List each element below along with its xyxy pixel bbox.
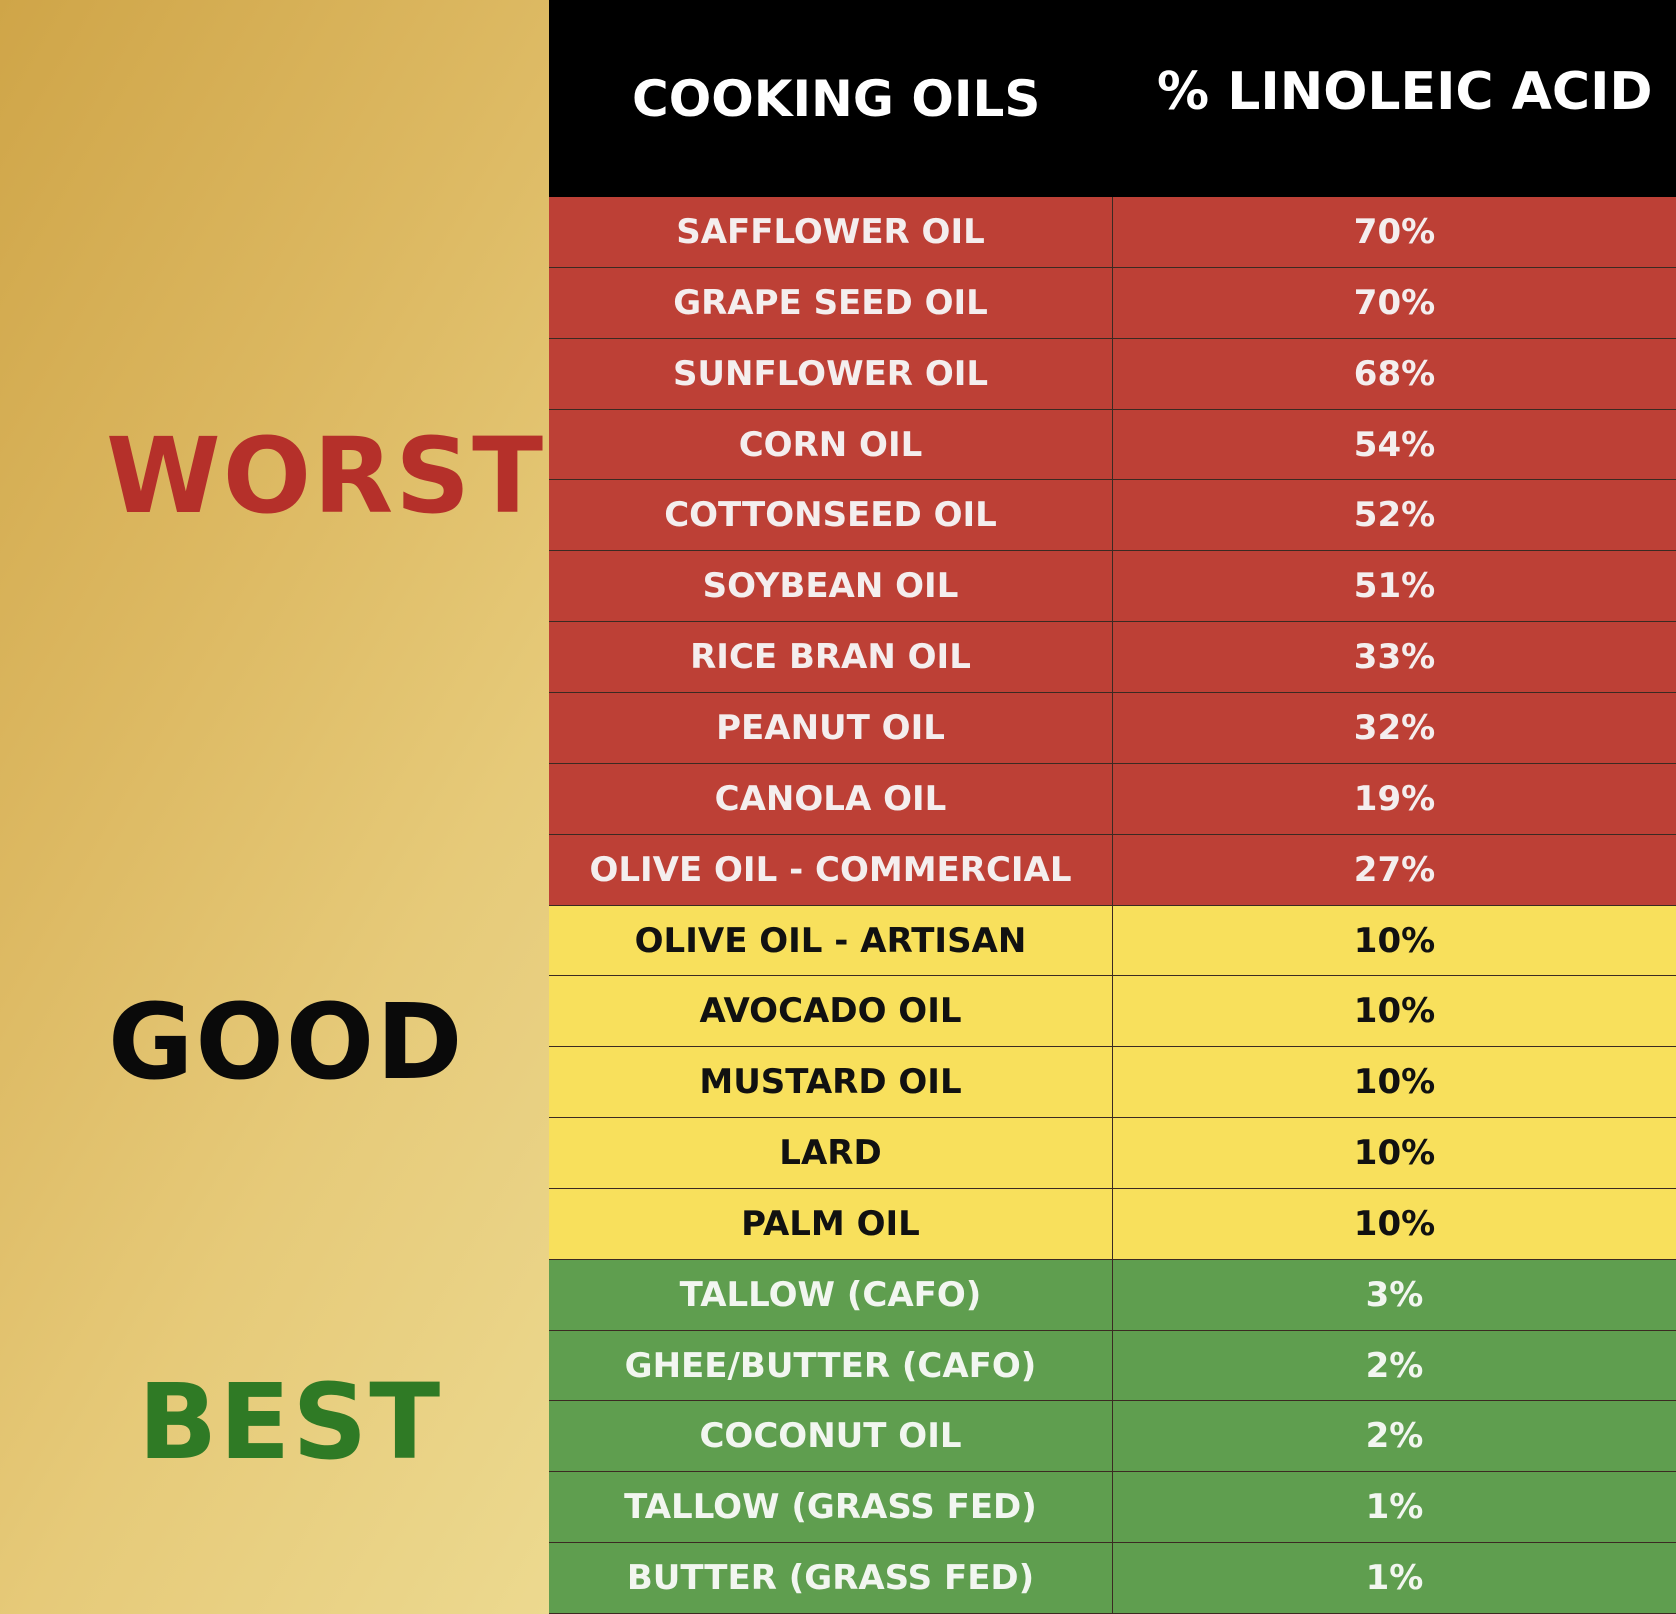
oil-name-cell: MUSTARD OIL [549,1047,1113,1117]
tier-label-worst: WORST [106,415,546,537]
table-header: COOKING OILS % LINOLEIC ACID [549,0,1676,197]
column-header-cooking-oils: COOKING OILS [632,70,1041,128]
linoleic-percent-cell: 3% [1365,1275,1424,1315]
linoleic-percent-cell: 54% [1353,425,1436,465]
linoleic-percent-cell: 70% [1353,212,1436,252]
table-row: GHEE/BUTTER (CAFO) 2% [549,1331,1676,1401]
oil-name-cell: AVOCADO OIL [549,976,1113,1046]
linoleic-percent-cell: 10% [1353,1133,1436,1173]
oil-name-cell: SOYBEAN OIL [549,551,1113,621]
table-row: MUSTARD OIL 10% [549,1047,1676,1118]
oil-name-cell: COTTONSEED OIL [549,480,1113,550]
table-row: PEANUT OIL 32% [549,693,1676,764]
tier-label-good: GOOD [108,981,465,1103]
oil-name-cell: OLIVE OIL - COMMERCIAL [549,835,1113,905]
linoleic-percent-cell: 1% [1365,1558,1424,1598]
table-row: AVOCADO OIL 10% [549,976,1676,1047]
linoleic-percent-cell: 19% [1353,779,1436,819]
oil-name-cell: PEANUT OIL [549,693,1113,763]
oil-name-cell: OLIVE OIL - ARTISAN [549,906,1113,976]
table-row: COCONUT OIL 2% [549,1401,1676,1472]
table-row: SAFFLOWER OIL 70% [549,197,1676,268]
table-row: TALLOW (GRASS FED) 1% [549,1472,1676,1543]
column-header-linoleic-acid: % LINOLEIC ACID [1157,62,1653,122]
linoleic-percent-cell: 52% [1353,495,1436,535]
table-row: GRAPE SEED OIL 70% [549,268,1676,339]
table-row: PALM OIL 10% [549,1189,1676,1260]
table-row: RICE BRAN OIL 33% [549,622,1676,693]
linoleic-percent-cell: 51% [1353,566,1436,606]
table-row: OLIVE OIL - COMMERCIAL 27% [549,835,1676,906]
linoleic-percent-cell: 10% [1353,1204,1436,1244]
oil-name-cell: SUNFLOWER OIL [549,339,1113,409]
table-row: SOYBEAN OIL 51% [549,551,1676,622]
tier-label-panel: WORST GOOD BEST [0,0,549,1614]
linoleic-percent-cell: 32% [1353,708,1436,748]
linoleic-percent-cell: 1% [1365,1487,1424,1527]
oil-name-cell: TALLOW (GRASS FED) [549,1472,1113,1542]
linoleic-percent-cell: 10% [1353,921,1436,961]
oil-name-cell: CANOLA OIL [549,764,1113,834]
linoleic-percent-cell: 2% [1365,1416,1424,1456]
oil-name-cell: CORN OIL [549,410,1113,480]
linoleic-percent-cell: 10% [1353,1062,1436,1102]
oil-name-cell: RICE BRAN OIL [549,622,1113,692]
table-row: SUNFLOWER OIL 68% [549,339,1676,410]
oil-name-cell: BUTTER (GRASS FED) [549,1543,1113,1613]
linoleic-percent-cell: 2% [1365,1346,1424,1386]
oil-name-cell: PALM OIL [549,1189,1113,1259]
oils-table: COOKING OILS % LINOLEIC ACID SAFFLOWER O… [549,0,1676,1614]
linoleic-percent-cell: 27% [1353,850,1436,890]
oil-name-cell: GHEE/BUTTER (CAFO) [549,1331,1113,1401]
linoleic-percent-cell: 10% [1353,991,1436,1031]
linoleic-percent-cell: 33% [1353,637,1436,677]
table-row: CANOLA OIL 19% [549,764,1676,835]
table-row: BUTTER (GRASS FED) 1% [549,1543,1676,1614]
tier-label-best: BEST [138,1361,443,1483]
linoleic-percent-cell: 70% [1353,283,1436,323]
linoleic-percent-cell: 68% [1353,354,1436,394]
oil-name-cell: LARD [549,1118,1113,1188]
oil-name-cell: TALLOW (CAFO) [549,1260,1113,1330]
oil-name-cell: COCONUT OIL [549,1401,1113,1471]
table-row: CORN OIL 54% [549,410,1676,480]
table-row: LARD 10% [549,1118,1676,1189]
table-row: COTTONSEED OIL 52% [549,480,1676,551]
oil-name-cell: GRAPE SEED OIL [549,268,1113,338]
table-row: TALLOW (CAFO) 3% [549,1260,1676,1331]
oil-name-cell: SAFFLOWER OIL [549,197,1113,267]
table-row: OLIVE OIL - ARTISAN 10% [549,906,1676,976]
